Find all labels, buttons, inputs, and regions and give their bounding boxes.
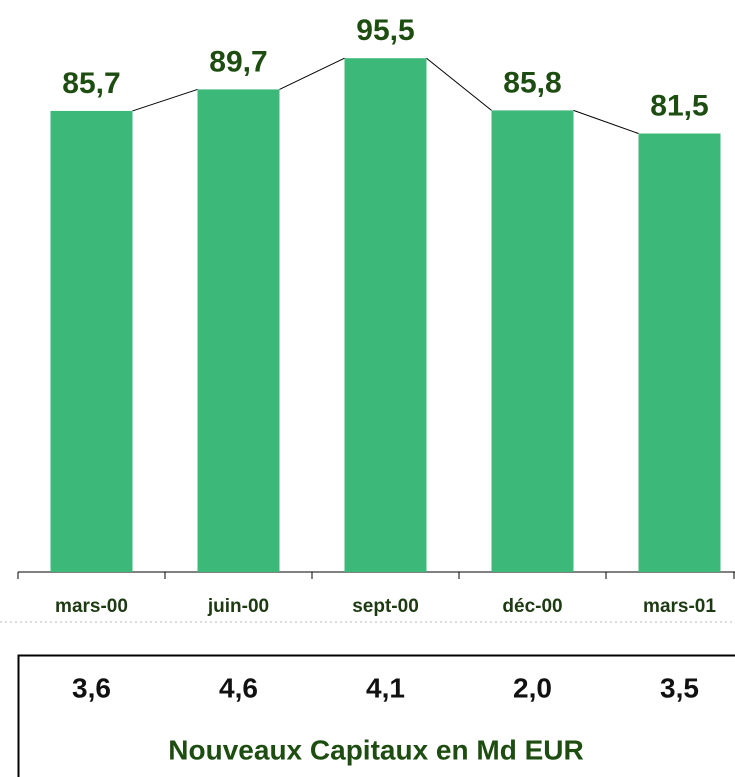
table-title: Nouveaux Capitaux en Md EUR: [168, 734, 583, 765]
connector-line: [132, 88, 198, 112]
table-value: 3,5: [660, 672, 699, 703]
x-tick-label: déc-00: [502, 596, 562, 617]
table-value: 2,0: [513, 672, 552, 703]
value-label: 85,7: [62, 67, 120, 100]
x-tick-label: sept-00: [352, 596, 419, 617]
connector-line: [426, 57, 492, 111]
x-tick-label: mars-01: [643, 596, 716, 617]
table-box: [17, 654, 735, 777]
bar: [50, 110, 133, 573]
value-label: 95,5: [356, 14, 414, 47]
value-label: 81,5: [650, 89, 708, 122]
x-tick-label: juin-00: [207, 596, 269, 617]
bar: [638, 133, 721, 572]
table-value: 4,6: [219, 672, 258, 703]
bar: [197, 89, 280, 572]
value-label: 85,8: [503, 66, 561, 99]
connector-line: [573, 109, 639, 135]
connector-line: [279, 57, 345, 90]
bar: [344, 58, 427, 572]
table-value: 3,6: [72, 672, 111, 703]
table-value: 4,1: [366, 672, 405, 703]
value-label: 89,7: [209, 45, 267, 78]
bar: [491, 110, 574, 573]
x-tick-label: mars-00: [55, 596, 128, 617]
